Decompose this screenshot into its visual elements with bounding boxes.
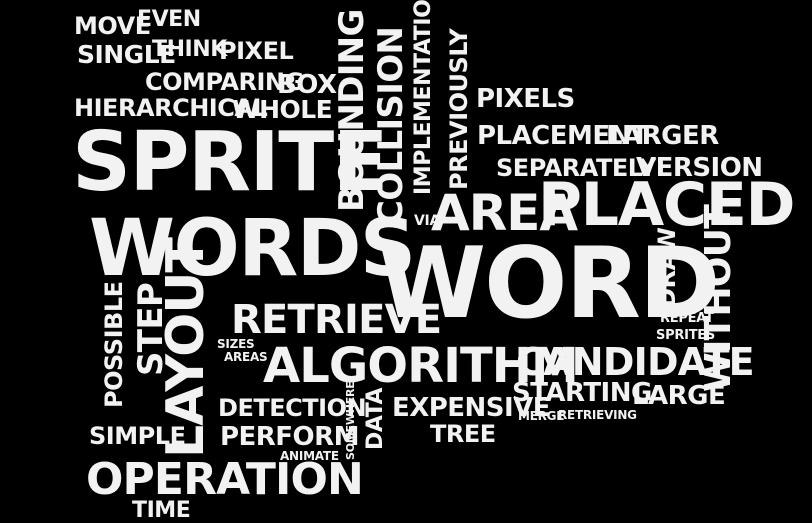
word-perform: PERFORM xyxy=(220,422,359,452)
word-pixel: PIXEL xyxy=(219,37,294,65)
word-candidate: CANDIDATE xyxy=(516,340,755,384)
word-sprites: SPRITES xyxy=(656,328,716,343)
word-comparing: COMPARING xyxy=(145,68,304,96)
word-version: VERSION xyxy=(636,153,763,183)
word-large: LARGE xyxy=(632,381,726,411)
word-data: DATA xyxy=(363,387,388,450)
word-detection: DETECTION xyxy=(218,394,367,422)
word-bounding: BOUNDING xyxy=(332,9,372,212)
word-previously: PREVIOUSLY xyxy=(445,28,473,190)
word-placement: PLACEMENT xyxy=(477,121,649,151)
word-starting: STARTING xyxy=(512,378,652,408)
word-expensive: EXPENSIVE xyxy=(392,393,551,423)
word-word: WORD xyxy=(378,227,720,341)
word-possible: POSSIBLE xyxy=(100,281,128,408)
word-hierarchical: HIERARCHICAL xyxy=(74,94,268,122)
word-via: VIA xyxy=(414,213,441,229)
word-sprite: SPRITE xyxy=(72,115,389,210)
word-whole: WHOLE xyxy=(232,95,333,124)
word-single: SINGLE xyxy=(77,40,176,69)
word-draw: DRAW xyxy=(653,227,681,308)
word-algorithm: ALGORITHM xyxy=(263,338,579,394)
word-tree: TREE xyxy=(430,420,496,448)
word-pixels: PIXELS xyxy=(476,84,575,114)
word-box: BOX xyxy=(277,70,337,100)
word-think: THINK xyxy=(152,37,227,62)
word-even: EVEN xyxy=(137,7,201,32)
word-merge: MERGE xyxy=(518,409,565,423)
word-repeat: REPEAT xyxy=(660,311,714,326)
word-operation: OPERATION xyxy=(86,454,364,505)
word-retrieving: RETRIEVING xyxy=(558,408,637,422)
word-time: TIME xyxy=(132,498,191,523)
word-separately: SEPARATELY xyxy=(496,154,656,182)
word-simple: SIMPLE xyxy=(89,422,186,450)
word-placed: PLACED xyxy=(538,170,795,240)
word-words: WORDS xyxy=(89,204,416,294)
word-larger: LARGER xyxy=(606,121,719,151)
word-move: MOVE xyxy=(74,12,151,40)
word-retrieve: RETRIEVE xyxy=(231,297,442,343)
word-animate: ANIMATE xyxy=(280,449,339,463)
word-areas: AREAS xyxy=(224,350,268,364)
word-area: AREA xyxy=(431,184,578,242)
word-implementation: IMPLEMENTATION xyxy=(411,0,436,195)
word-collision: COLLISION xyxy=(371,26,411,225)
word-sizes: SIZES xyxy=(217,337,255,351)
